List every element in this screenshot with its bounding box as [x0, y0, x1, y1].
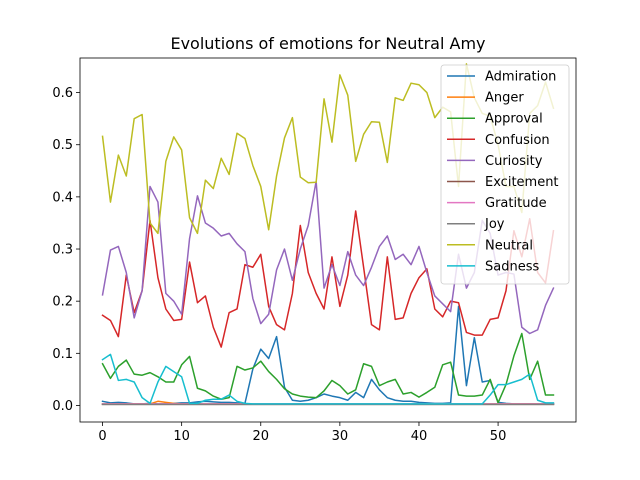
y-tick-label: 0.6	[52, 86, 73, 101]
legend-entry-gratitude: Gratitude	[485, 196, 547, 211]
legend-entry-approval: Approval	[485, 112, 543, 127]
legend-entry-neutral: Neutral	[485, 238, 533, 253]
x-tick-label: 20	[252, 429, 269, 444]
series-line-confusion	[101, 210, 555, 348]
x-tick-label: 0	[98, 429, 106, 444]
chart-title: Evolutions of emotions for Neutral Amy	[170, 34, 485, 53]
x-tick-label: 10	[173, 429, 190, 444]
legend-entry-admiration: Admiration	[485, 70, 556, 85]
legend-entry-sadness: Sadness	[485, 259, 539, 274]
y-tick-label: 0.0	[52, 399, 73, 414]
y-tick-label: 0.2	[52, 295, 73, 310]
x-tick-label: 30	[332, 429, 349, 444]
x-tick-label: 40	[411, 429, 428, 444]
axes-layer: 0 10 20 30 40 50 0.0 0.1 0.2 0.3 0.4 0.5 0.6	[52, 57, 577, 444]
plot-frame	[79, 57, 577, 423]
legend-entry-curiosity: Curiosity	[485, 154, 543, 169]
legend: Admiration Anger Approval Confusion Curiosit…	[440, 64, 570, 285]
y-tick-label: 0.4	[52, 190, 73, 205]
legend-entry-excitement: Excitement	[485, 175, 559, 190]
legend-box	[440, 64, 570, 285]
y-tick-label: 0.1	[52, 347, 73, 362]
legend-entry-joy: Joy	[484, 217, 505, 232]
series-line-sadness	[101, 353, 555, 405]
y-tick-label: 0.3	[52, 243, 73, 258]
legend-entry-confusion: Confusion	[485, 133, 550, 148]
y-tick-label: 0.5	[52, 138, 73, 153]
legend-entry-anger: Anger	[485, 91, 524, 106]
x-tick-label: 50	[490, 429, 507, 444]
